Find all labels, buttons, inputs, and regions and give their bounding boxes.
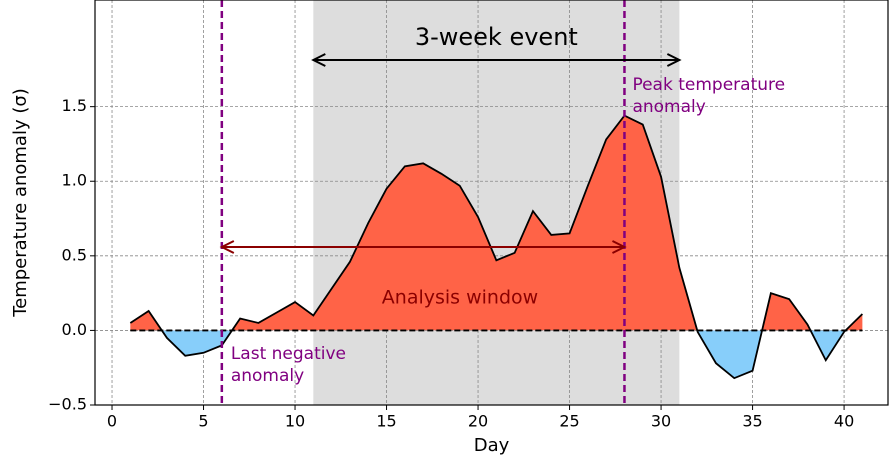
window-arrow-head: [612, 240, 627, 254]
plot-frame: [94, 0, 889, 406]
last-negative-label: Last negative: [231, 344, 346, 364]
window-arrow-head: [219, 240, 235, 254]
x-tick-label: 40: [834, 412, 854, 431]
x-tick-label: 10: [285, 412, 305, 431]
x-tick-label: 15: [376, 412, 396, 431]
last-negative-label: anomaly: [231, 366, 304, 386]
x-tick-label: 35: [742, 412, 762, 431]
y-tick-label: 0.0: [62, 320, 87, 339]
x-tick-label: 0: [107, 412, 117, 431]
window-label: Analysis window: [382, 287, 538, 309]
y-axis-label: Temperature anomaly (σ): [10, 88, 31, 318]
x-tick-label: 20: [468, 412, 488, 431]
y-tick-label: 1.5: [62, 96, 87, 115]
event-label: 3-week event: [415, 23, 578, 51]
x-axis-label: Day: [474, 435, 510, 456]
positive-area: [130, 115, 863, 331]
event-arrow-head: [666, 53, 682, 67]
y-tick-label: 0.5: [62, 245, 87, 264]
peak-label: Peak temperature: [632, 75, 785, 95]
y-tick-label: 1.0: [62, 171, 87, 190]
x-tick-label: 5: [198, 412, 208, 431]
x-tick-label: 25: [559, 412, 579, 431]
anomaly-line: [129, 114, 864, 380]
peak-label: anomaly: [632, 97, 705, 117]
x-tick-label: 30: [651, 412, 671, 431]
event-arrow-head: [311, 53, 326, 67]
y-tick-label: −0.5: [48, 395, 87, 414]
